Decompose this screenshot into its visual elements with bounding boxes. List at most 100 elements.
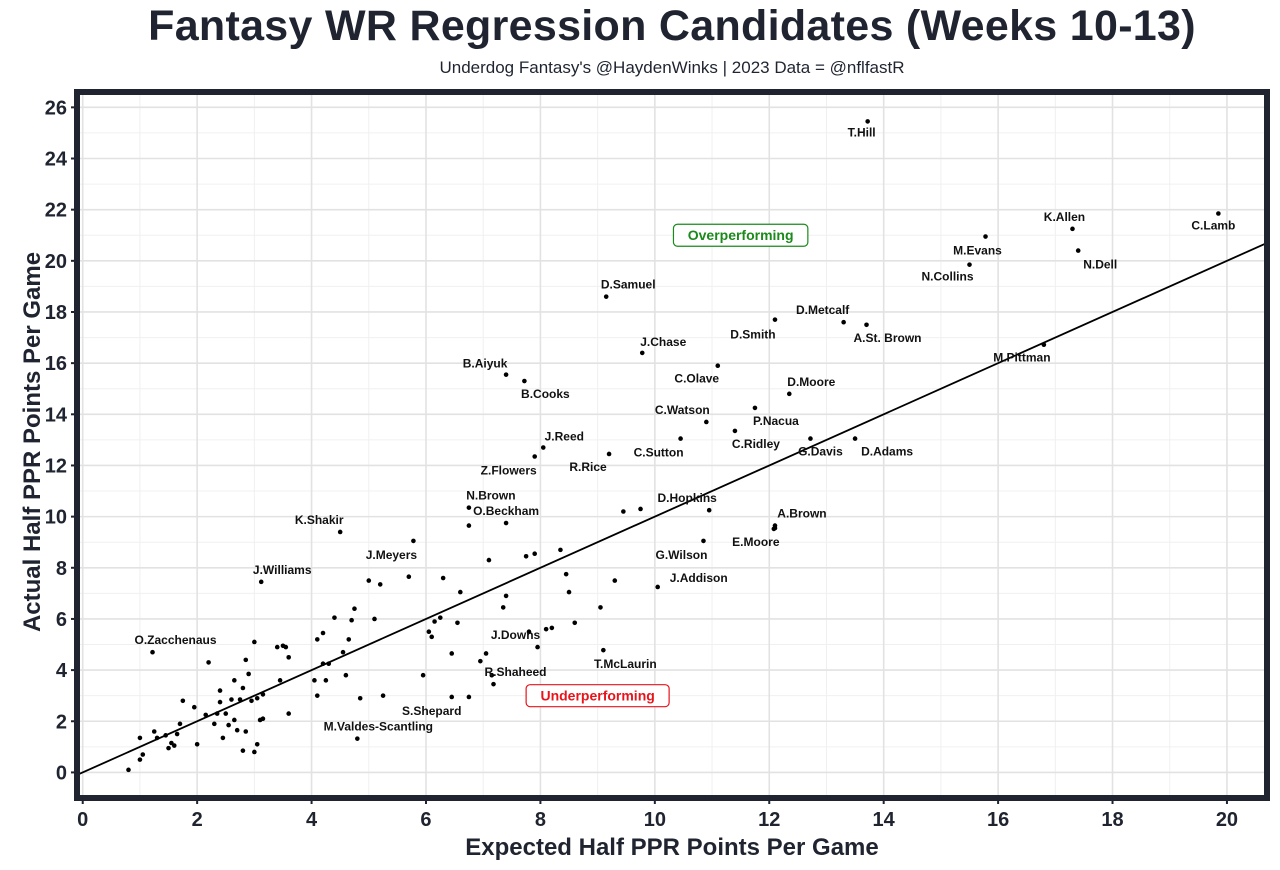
data-point-s-shepard [449, 694, 455, 700]
data-point-d-moore [786, 391, 792, 397]
data-point [372, 616, 377, 622]
data-point-g-wilson [701, 538, 706, 544]
point-label: D.Adams [861, 445, 913, 459]
x-tick-label: 10 [644, 809, 666, 831]
data-points [126, 119, 1221, 773]
point-label: M.Evans [953, 244, 1002, 258]
point-label: O.Beckham [473, 504, 539, 518]
data-point-j-williams [258, 579, 264, 585]
data-point [206, 660, 211, 665]
y-tick-label: 8 [56, 558, 67, 580]
data-point [203, 712, 209, 718]
y-tick-label: 12 [45, 455, 67, 477]
data-point [638, 506, 643, 512]
data-point-d-samuel [603, 294, 609, 299]
y-tick-label: 22 [45, 200, 67, 222]
point-label: J.Addison [670, 571, 728, 585]
point-label: D.Moore [787, 375, 835, 389]
data-point [466, 523, 472, 528]
data-point-c-ridley [732, 428, 738, 434]
data-point [432, 619, 437, 624]
x-tick-label: 14 [873, 809, 896, 831]
data-point [366, 578, 372, 583]
data-point [500, 605, 506, 610]
y-tick-label: 24 [45, 149, 68, 171]
data-point [240, 748, 246, 753]
data-point-b-cooks [522, 378, 527, 384]
grid-lines [77, 92, 1267, 798]
data-point [352, 606, 357, 612]
data-point-c-watson [704, 419, 709, 425]
y-tick-label: 20 [45, 251, 67, 273]
data-point [549, 625, 555, 631]
x-axis-title: Expected Half PPR Points Per Game [465, 834, 878, 861]
data-point-d-smith [772, 317, 778, 322]
point-label: E.Moore [732, 535, 780, 549]
data-point [214, 711, 220, 716]
y-tick-label: 6 [56, 609, 67, 631]
data-point-o-beckham [503, 520, 509, 526]
annotation-text: Overperforming [688, 227, 794, 243]
point-label: S.Shepard [402, 704, 461, 718]
y-tick-label: 0 [56, 762, 67, 784]
x-tick-label: 16 [987, 809, 1009, 831]
data-point [380, 693, 386, 698]
data-point [558, 547, 563, 553]
data-point [486, 557, 492, 563]
data-point [320, 661, 326, 667]
data-point [621, 509, 626, 514]
annotation-overperforming: Overperforming [672, 223, 809, 247]
data-point-g-davis [808, 436, 813, 441]
annotation-box [525, 684, 670, 708]
data-point [489, 672, 495, 678]
y-axis-title: Actual Half PPR Points Per Game [19, 252, 46, 632]
data-point [260, 692, 266, 697]
data-point-e-moore [771, 526, 777, 532]
point-label: C.Olave [674, 372, 719, 386]
point-label: C.Watson [655, 403, 710, 417]
point-label: O.Zacchenaus [135, 633, 217, 647]
data-point-d-adams [852, 436, 858, 441]
data-point [326, 661, 332, 667]
data-point [612, 578, 618, 583]
data-point [563, 571, 569, 577]
data-point [332, 615, 337, 620]
data-point-j-meyers [411, 538, 416, 544]
data-point [437, 615, 443, 620]
data-point [357, 695, 363, 701]
data-point [234, 727, 240, 733]
point-label: A.St. Brown [854, 331, 922, 345]
data-point-n-brown [466, 505, 472, 510]
data-point [237, 697, 243, 702]
point-label: R.Rice [569, 460, 607, 474]
data-point [532, 551, 537, 557]
data-point [217, 688, 223, 693]
data-point [140, 752, 146, 757]
data-point [177, 721, 183, 727]
point-label: Z.Flowers [481, 464, 537, 478]
annotation-box [672, 223, 809, 247]
data-point [346, 637, 352, 642]
annotations: Overperforming Underperforming [525, 223, 809, 708]
data-point [286, 655, 291, 660]
data-point [406, 574, 412, 580]
data-point [340, 649, 346, 655]
point-label: A.Brown [777, 507, 826, 521]
data-point [323, 678, 329, 683]
point-label: B.Aiyuk [463, 357, 508, 371]
point-label: C.Ridley [732, 437, 780, 451]
annotation-underperforming: Underperforming [525, 684, 670, 708]
x-tick-label: 4 [306, 809, 318, 831]
data-point [220, 735, 226, 741]
data-point [429, 634, 435, 640]
y-tick-label: 16 [45, 353, 67, 375]
data-point-r-rice [606, 451, 612, 457]
point-label: N.Collins [921, 270, 973, 284]
data-point-k-shakir [337, 529, 343, 535]
data-point [194, 741, 200, 747]
data-point [426, 629, 432, 635]
data-point [154, 735, 160, 741]
y-tick-label: 26 [45, 97, 67, 119]
y-tick-label: 18 [45, 302, 67, 324]
